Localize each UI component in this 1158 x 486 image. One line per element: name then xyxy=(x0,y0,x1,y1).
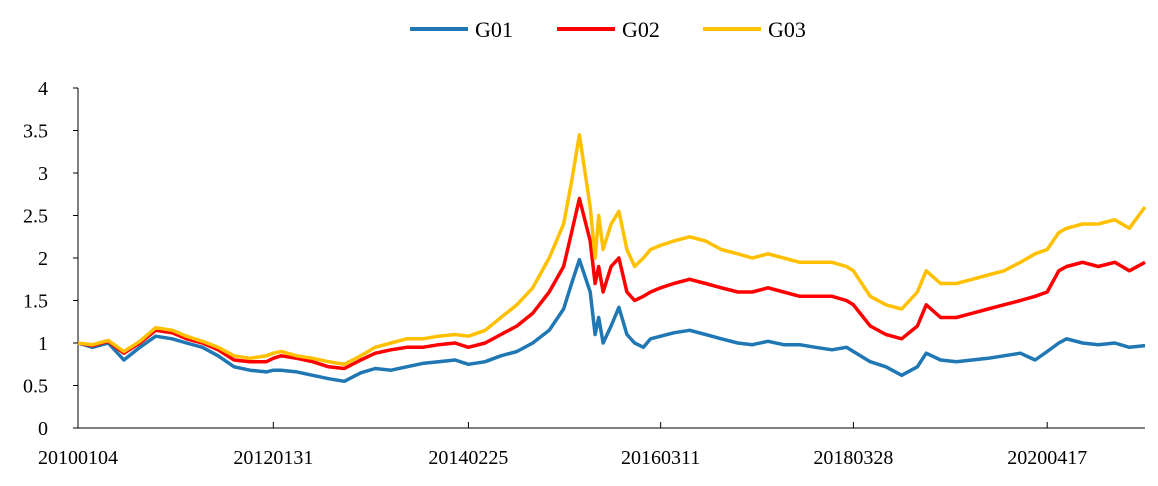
y-tick-label: 2 xyxy=(38,248,48,270)
x-tick-label: 20180328 xyxy=(813,447,893,469)
x-tick-label: 20160311 xyxy=(621,447,700,469)
y-tick-label: 4 xyxy=(38,78,48,100)
y-tick-label: 3 xyxy=(38,163,48,185)
y-tick-label: 1.5 xyxy=(23,291,48,313)
x-ticks: 20100104 20120131 20140225 20160311 20180328… xyxy=(38,422,1087,469)
legend-label-g03: G03 xyxy=(768,17,806,42)
legend-item-g02: G02 xyxy=(557,17,660,42)
series-lines xyxy=(77,133,1147,384)
series-line-g03 xyxy=(77,133,1147,367)
x-tick-label: 20100104 xyxy=(38,447,118,469)
y-tick-label: 1 xyxy=(38,333,48,355)
y-tick-label: 0.5 xyxy=(23,376,48,398)
x-tick-label: 20140225 xyxy=(428,447,508,469)
series-line-g02 xyxy=(77,196,1146,371)
legend-label-g01: G01 xyxy=(475,17,513,42)
legend-label-g02: G02 xyxy=(622,17,660,42)
y-tick-label: 3.5 xyxy=(23,121,48,143)
y-tick-label: 0 xyxy=(38,418,48,440)
legend: G01 G02 G03 xyxy=(410,17,806,42)
series-line-g01 xyxy=(77,257,1146,384)
x-tick-label: 20120131 xyxy=(233,447,313,469)
legend-item-g03: G03 xyxy=(703,17,806,42)
y-tick-label: 2.5 xyxy=(23,206,48,228)
y-ticks: 0 0.5 1 1.5 2 2.5 3 3.5 4 xyxy=(23,78,78,440)
legend-item-g01: G01 xyxy=(410,17,513,42)
x-tick-label: 20200417 xyxy=(1007,447,1087,469)
